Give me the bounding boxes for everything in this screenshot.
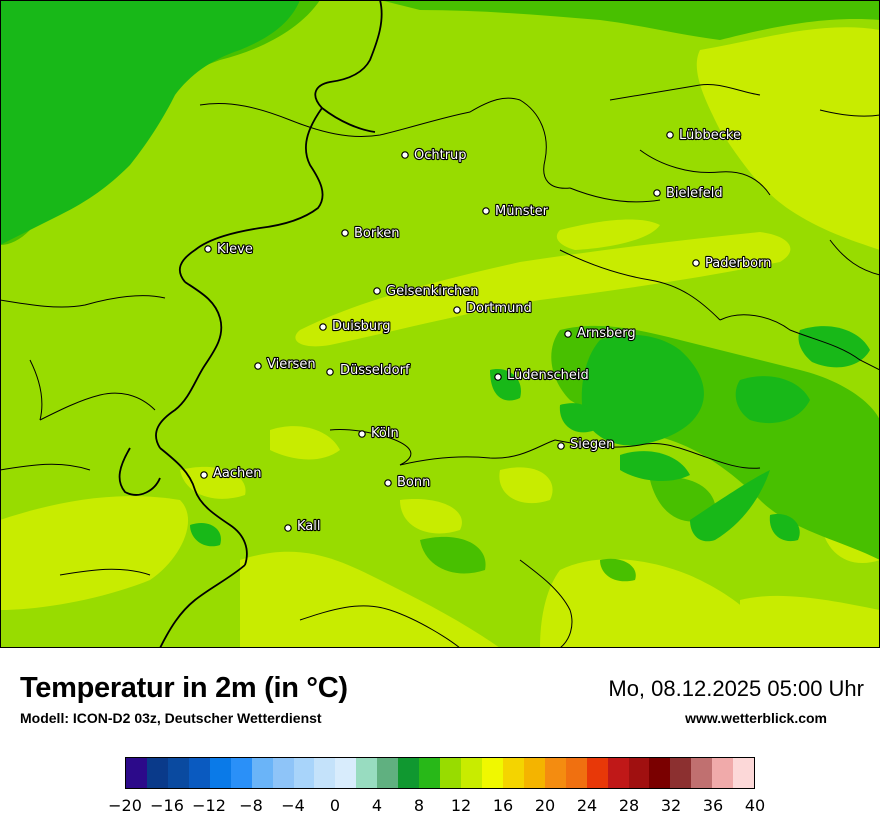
legend-tick-label: −4 [281,796,305,815]
city-luedenscheid: Lüdenscheid [494,367,590,384]
legend-swatch [356,758,378,788]
legend-tick-label: 4 [371,796,383,815]
legend-tick-label: −8 [239,796,263,815]
city-label-koeln: Köln [371,426,399,441]
legend-swatch [209,758,231,788]
city-ochtrup: Ochtrup [401,147,468,164]
city-kall: Kall [284,518,322,535]
legend-swatch [230,758,252,788]
legend-swatch [712,758,734,788]
legend-swatch [126,758,147,788]
city-label-luebbecke: Lübbecke [679,128,741,143]
color-legend [125,757,755,793]
legend-swatch [188,758,210,788]
city-duisburg: Duisburg [319,318,392,335]
city-aachen: Aachen [200,465,263,482]
city-label-siegen: Siegen [570,437,614,452]
color-legend-bar [125,757,755,789]
legend-swatch [607,758,629,788]
city-label-bielefeld: Bielefeld [666,186,723,201]
city-label-kleve: Kleve [217,242,253,257]
legend-tick-label: 8 [413,796,425,815]
info-panel: Temperatur in 2m (in °C) Modell: ICON-D2… [0,648,880,830]
legend-tick-label: 32 [660,796,682,815]
website-link[interactable]: www.wetterblick.com [685,710,827,726]
city-viersen: Viersen [254,356,317,373]
city-bonn: Bonn [384,474,431,491]
city-label-gelsenkirchen: Gelsenkirchen [386,284,479,299]
legend-swatch [398,758,420,788]
city-duesseldorf: Düsseldorf [326,362,411,379]
city-siegen: Siegen [557,436,615,453]
district-borders [0,83,880,648]
city-bielefeld: Bielefeld [653,185,724,202]
legend-swatch [146,758,168,788]
legend-swatch [251,758,273,788]
legend-tick-label: 0 [329,796,341,815]
legend-swatch [733,758,755,788]
legend-swatch [314,758,336,788]
legend-tick-label: 16 [492,796,514,815]
legend-swatch [377,758,399,788]
city-label-dortmund: Dortmund [466,301,532,316]
model-info: Modell: ICON-D2 03z, Deutscher Wetterdie… [20,710,322,726]
city-luebbecke: Lübbecke [666,127,742,144]
cold-zones [0,0,870,547]
city-koeln: Köln [358,425,400,442]
city-label-muenster: Münster [495,204,549,219]
city-kleve: Kleve [204,241,254,258]
legend-tick-label: 24 [576,796,598,815]
city-dortmund: Dortmund [453,300,533,317]
legend-tick-label: 20 [534,796,556,815]
city-label-luedenscheid: Lüdenscheid [507,368,589,383]
city-label-paderborn: Paderborn [705,256,771,271]
city-label-bonn: Bonn [397,475,430,490]
legend-swatch [670,758,692,788]
city-label-borken: Borken [354,226,400,241]
legend-swatch [691,758,713,788]
city-label-duesseldorf: Düsseldorf [340,363,410,378]
city-arnsberg: Arnsberg [564,325,637,342]
valid-time: Mo, 08.12.2025 05:00 Uhr [608,676,864,701]
legend-tick-label: 28 [618,796,640,815]
legend-swatch [440,758,461,788]
legend-tick-label: 36 [702,796,724,815]
city-markers: Lübbecke Ochtrup Bielefeld Münster Borke… [200,127,772,535]
national-borders [118,0,383,648]
legend-swatch [544,758,566,788]
legend-swatch [419,758,441,788]
city-label-duisburg: Duisburg [332,319,391,334]
legend-tick-label: −12 [192,796,226,815]
legend-tick-label: 40 [744,796,766,815]
city-gelsenkirchen: Gelsenkirchen [373,283,480,300]
legend-swatch [335,758,357,788]
city-label-kall: Kall [297,519,321,534]
legend-swatch [461,758,482,788]
legend-swatch [481,758,503,788]
map-canvas: Lübbecke Ochtrup Bielefeld Münster Borke… [0,0,880,648]
warm-zones [0,27,880,648]
city-label-aachen: Aachen [213,466,261,481]
legend-tick-label: −16 [150,796,184,815]
city-muenster: Münster [482,203,550,220]
city-label-ochtrup: Ochtrup [414,148,467,163]
color-legend-ticks: −20 −16 −12 −8 −4 0 4 8 12 16 20 24 28 32 36 40 [108,796,765,820]
legend-swatch [649,758,671,788]
city-borken: Borken [341,225,401,242]
legend-swatch [272,758,294,788]
legend-swatch [523,758,545,788]
legend-tick-label: 12 [450,796,472,815]
city-label-arnsberg: Arnsberg [577,326,636,341]
legend-swatch [502,758,524,788]
city-paderborn: Paderborn [692,255,772,272]
map-title: Temperatur in 2m (in °C) [20,672,348,704]
legend-swatch [586,758,608,788]
legend-tick-label: −20 [108,796,142,815]
legend-swatch [628,758,650,788]
legend-swatch [167,758,189,788]
legend-swatch [293,758,315,788]
city-label-viersen: Viersen [267,357,316,372]
temperature-map: Lübbecke Ochtrup Bielefeld Münster Borke… [0,0,880,648]
legend-swatch [565,758,587,788]
